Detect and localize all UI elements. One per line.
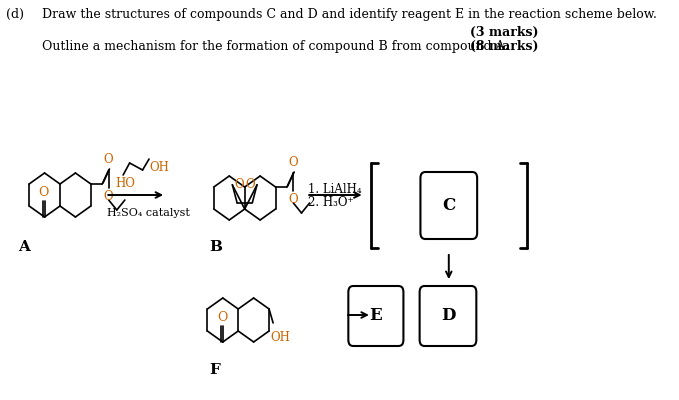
Text: O: O [289, 156, 298, 169]
Text: O: O [234, 178, 244, 191]
FancyBboxPatch shape [420, 286, 477, 346]
Text: Outline a mechanism for the formation of compound B from compound A.: Outline a mechanism for the formation of… [42, 40, 509, 53]
Text: O: O [104, 153, 113, 166]
Text: C: C [442, 197, 456, 214]
Text: Draw the structures of compounds C and D and identify reagent E in the reaction : Draw the structures of compounds C and D… [42, 8, 657, 21]
Text: E: E [369, 306, 382, 324]
Text: O: O [246, 178, 255, 191]
Text: O: O [289, 193, 298, 206]
FancyBboxPatch shape [420, 172, 477, 239]
Text: A: A [18, 240, 30, 254]
Text: O: O [104, 190, 113, 203]
Text: (d): (d) [7, 8, 24, 21]
Text: OH: OH [271, 331, 291, 344]
Text: O: O [217, 311, 227, 324]
Text: F: F [209, 363, 220, 377]
Text: 2. H₃O⁺: 2. H₃O⁺ [308, 196, 354, 209]
FancyBboxPatch shape [348, 286, 403, 346]
Text: H₂SO₄ catalyst: H₂SO₄ catalyst [107, 208, 190, 218]
Text: 1. LiAlH₄: 1. LiAlH₄ [308, 183, 361, 196]
Text: O: O [39, 186, 49, 199]
Text: (8 marks): (8 marks) [471, 40, 538, 53]
Text: B: B [209, 240, 222, 254]
Text: OH: OH [150, 161, 170, 174]
Text: (3 marks): (3 marks) [471, 26, 538, 39]
Text: D: D [441, 306, 456, 324]
Text: HO: HO [115, 177, 135, 190]
